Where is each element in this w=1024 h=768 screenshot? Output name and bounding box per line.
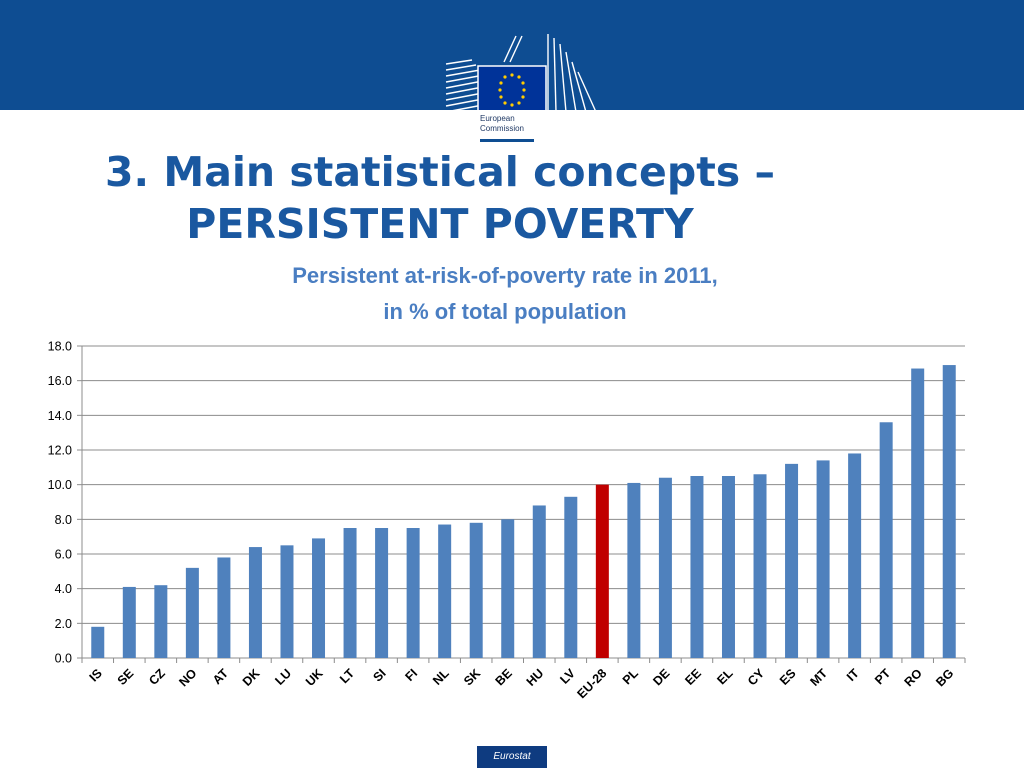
eu-stars-icon — [498, 73, 526, 107]
chart-title-line-2: in % of total population — [383, 299, 627, 324]
bar-cy — [753, 474, 767, 658]
y-tick-label: 10.0 — [48, 478, 72, 492]
bar-bg — [942, 365, 956, 658]
bar-eu-28 — [595, 484, 609, 658]
x-tick-label: AT — [210, 666, 231, 687]
y-tick-label: 2.0 — [55, 617, 72, 631]
x-tick-label: CZ — [146, 666, 168, 688]
bar-fi — [406, 528, 420, 658]
logo-text-panel — [472, 110, 562, 178]
bar-de — [658, 477, 672, 658]
bar-es — [785, 463, 799, 658]
x-tick-label: ES — [777, 666, 799, 688]
x-tick-label: NL — [430, 666, 452, 688]
x-tick-label: HU — [524, 666, 547, 689]
bar-hu — [532, 505, 546, 658]
x-tick-label: FI — [402, 666, 420, 684]
x-tick-label: CY — [745, 666, 768, 689]
y-tick-label: 4.0 — [55, 582, 72, 596]
slide-title: 3. Main statistical concepts – PERSISTEN… — [60, 146, 820, 250]
x-tick-label: SI — [370, 666, 388, 684]
logo-line-european: European — [480, 114, 515, 123]
y-tick-label: 14.0 — [48, 409, 72, 423]
x-tick-label: EE — [682, 666, 704, 688]
berlaymont-building-icon — [445, 34, 597, 115]
bar-el — [721, 476, 735, 658]
bar-sk — [469, 522, 483, 658]
bar-mt — [816, 460, 830, 658]
x-tick-label: IT — [844, 666, 862, 684]
chart-title-line-1: Persistent at-risk-of-poverty rate in 20… — [292, 263, 718, 288]
y-tick-label: 12.0 — [48, 444, 72, 458]
x-tick-label: LT — [337, 666, 357, 686]
european-commission-logo: European Commission — [444, 34, 606, 178]
logo-underline — [480, 139, 534, 142]
x-tick-label: PL — [620, 666, 641, 687]
bar-lt — [343, 528, 357, 658]
bar-cz — [154, 585, 168, 658]
bar-is — [91, 626, 105, 658]
bar-lv — [564, 496, 578, 658]
logo-line-commission: Commission — [480, 124, 525, 133]
x-tick-label: NO — [176, 666, 199, 689]
x-tick-label: UK — [303, 666, 326, 689]
bar-nl — [438, 524, 452, 658]
x-tick-label: LV — [557, 666, 578, 687]
logo-wordmark: European Commission — [480, 114, 560, 134]
y-tick-label: 18.0 — [48, 340, 72, 354]
bar-pt — [879, 422, 893, 658]
x-tick-label: PT — [872, 666, 893, 687]
y-tick-label: 8.0 — [55, 513, 72, 527]
bar-no — [185, 567, 199, 658]
bar-be — [501, 519, 515, 658]
chart-title: Persistent at-risk-of-poverty rate in 20… — [200, 258, 810, 330]
x-tick-label: DE — [650, 666, 672, 688]
x-tick-label: EL — [714, 666, 735, 687]
bar-pl — [627, 482, 641, 658]
bar-dk — [248, 547, 262, 658]
bar-si — [375, 528, 389, 658]
x-tick-label: DK — [240, 666, 263, 689]
y-tick-label: 6.0 — [55, 548, 72, 562]
bar-chart: 0.0 2.0 4.0 6.0 8.0 10.0 12.0 14.0 16.0 18.0 IS SE C… — [48, 340, 966, 701]
bar-lu — [280, 545, 294, 658]
x-tick-label: SE — [115, 666, 137, 688]
x-tick-label: MT — [808, 666, 831, 689]
bar-ro — [911, 368, 925, 658]
bar-at — [217, 557, 231, 658]
slide-title-line-2: PERSISTENT POVERTY — [186, 200, 694, 248]
bar-se — [122, 586, 136, 658]
x-tick-label: BE — [493, 666, 515, 688]
eu-flag-icon — [477, 65, 547, 115]
y-tick-label: 0.0 — [55, 652, 72, 666]
x-tick-label: SK — [461, 666, 483, 688]
bar-uk — [312, 538, 326, 658]
x-tick-label: BG — [933, 666, 956, 689]
x-tick-label: EU-28 — [575, 666, 610, 701]
eurostat-badge: Eurostat — [477, 746, 547, 768]
bar-ee — [690, 476, 704, 658]
slide-title-line-1: 3. Main statistical concepts – — [105, 148, 775, 196]
x-tick-label: RO — [902, 666, 925, 689]
bar-it — [848, 453, 862, 658]
x-tick-label: IS — [87, 666, 105, 684]
x-tick-label: LU — [272, 666, 294, 688]
y-tick-label: 16.0 — [48, 374, 72, 388]
